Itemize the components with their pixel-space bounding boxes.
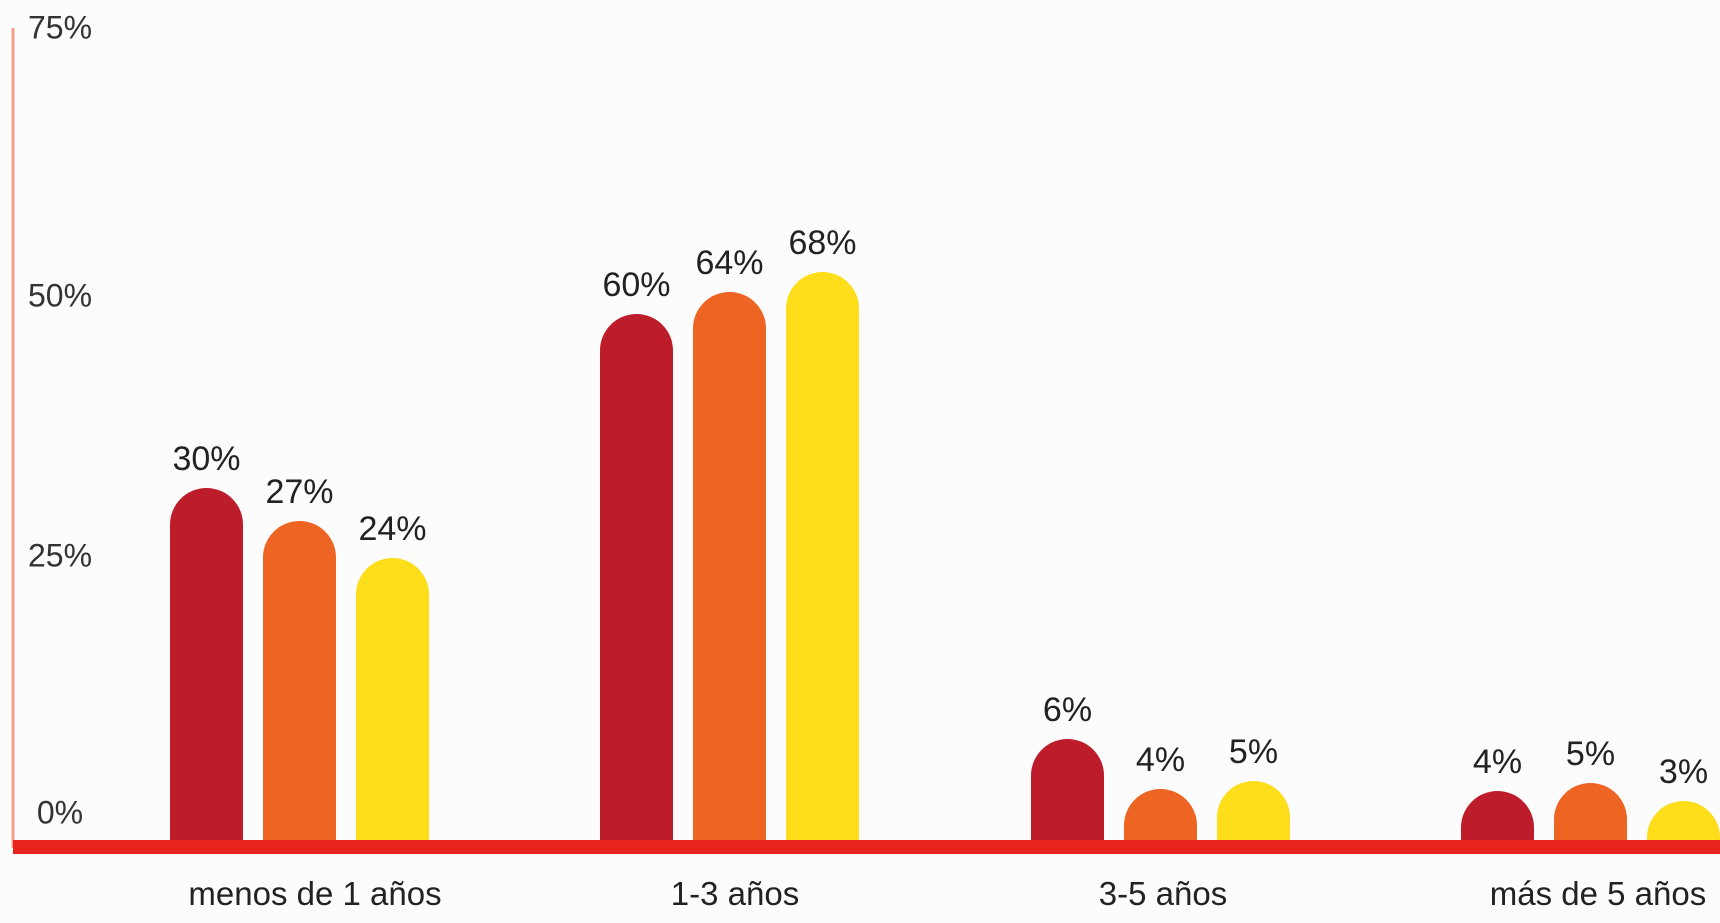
data-label: 3%: [1659, 753, 1708, 791]
bar: [1647, 801, 1720, 840]
y-tick-label: 0%: [37, 794, 83, 830]
bar: [693, 292, 766, 840]
data-label: 6%: [1043, 691, 1092, 729]
data-labels: 30% 60% 6% 4% 27% 64% 4% 5% 24% 68% 5% 3%: [172, 224, 1708, 791]
bars: [170, 272, 1720, 840]
data-label: 30%: [172, 440, 240, 478]
data-label: 4%: [1136, 741, 1185, 779]
y-tick-label: 25%: [28, 537, 92, 573]
category-labels: menos de 1 años 1-3 años 3-5 años más de 5 …: [188, 875, 1706, 912]
data-label: 5%: [1229, 733, 1278, 771]
data-label: 24%: [358, 510, 426, 548]
category-label: 1-3 años: [671, 875, 799, 912]
bar: [1553, 783, 1627, 840]
data-label: 60%: [602, 266, 670, 304]
y-axis-ticks: 0% 25% 50% 75%: [28, 9, 92, 830]
x-axis-baseline: [13, 840, 1720, 854]
data-label: 64%: [695, 244, 763, 282]
bar: [263, 521, 336, 840]
category-label: 3-5 años: [1099, 875, 1227, 912]
bar: [356, 558, 429, 840]
data-label: 27%: [265, 473, 333, 511]
category-label: menos de 1 años: [188, 875, 441, 912]
bar: [1461, 791, 1534, 840]
category-label: más de 5 años: [1490, 875, 1706, 912]
bar: [600, 314, 673, 840]
bar: [786, 272, 859, 840]
y-tick-label: 50%: [28, 277, 92, 313]
bar: [1031, 738, 1104, 840]
bar: [170, 487, 243, 840]
data-label: 68%: [788, 224, 856, 262]
bar: [1124, 789, 1197, 840]
bar: [1217, 781, 1290, 840]
data-label: 4%: [1473, 743, 1522, 781]
y-tick-label: 75%: [28, 9, 92, 45]
data-label: 5%: [1566, 735, 1615, 773]
